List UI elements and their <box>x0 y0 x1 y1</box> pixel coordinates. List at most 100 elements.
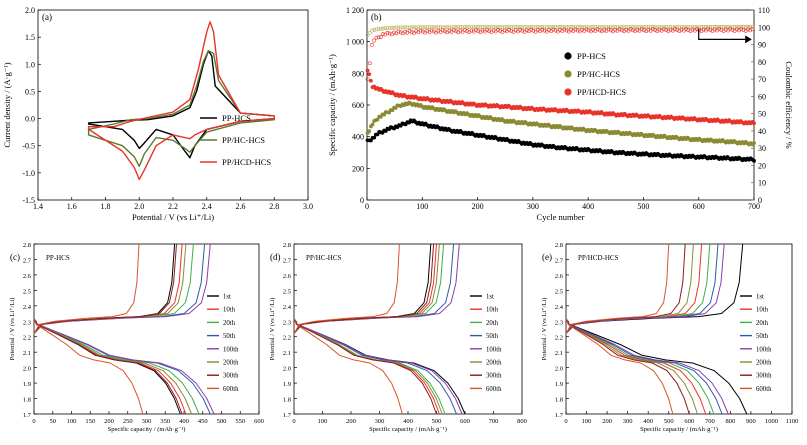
efficiency-point <box>704 25 708 29</box>
efficiency-point <box>726 24 730 29</box>
efficiency-point <box>613 27 618 32</box>
legend-label: 200th <box>756 360 772 367</box>
y-tick-label: 2.7 <box>555 257 564 264</box>
x-tick-label: 100 <box>67 418 77 425</box>
x-tick-label: 500 <box>637 202 649 211</box>
efficiency-point <box>670 25 675 29</box>
efficiency-point <box>650 25 655 29</box>
efficiency-point <box>370 28 374 33</box>
x-tick-label: 450 <box>198 418 208 425</box>
panel-title: PP/HCD-HCS <box>578 254 619 262</box>
efficiency-point <box>471 25 476 30</box>
x-tick-label: 1100 <box>786 418 799 425</box>
x-tick-label: 700 <box>748 202 760 211</box>
efficiency-point <box>436 29 441 33</box>
efficiency-point <box>438 25 443 30</box>
y-tick-label: 2.0 <box>25 6 35 15</box>
efficiency-point <box>445 25 450 30</box>
x-tick-label: 500 <box>217 418 227 425</box>
efficiency-point <box>553 28 558 33</box>
y-tick-label: 0 <box>360 196 364 205</box>
efficiency-point <box>688 25 693 29</box>
efficiency-point <box>443 29 447 34</box>
efficiency-point <box>476 29 481 33</box>
x-tick-label: 100 <box>416 202 428 211</box>
efficiency-point <box>496 28 500 32</box>
efficiency-point <box>600 25 604 29</box>
y-tick-label: 2.6 <box>283 273 292 280</box>
efficiency-point <box>502 28 507 33</box>
efficiency-point <box>648 25 653 29</box>
efficiency-point <box>482 25 487 30</box>
efficiency-point <box>456 25 461 30</box>
y-tick-label: -0.5 <box>22 142 35 151</box>
efficiency-point <box>365 33 370 38</box>
efficiency-point <box>569 28 573 32</box>
y-tick-label: 2.1 <box>283 350 291 357</box>
y2-axis-label: Coulombic efficiency / % <box>784 61 794 148</box>
efficiency-point <box>392 30 396 35</box>
legend-label: PP-HCS <box>577 51 606 61</box>
legend-label: 1st <box>486 294 494 301</box>
x-tick-label: 0 <box>292 418 295 425</box>
x-tick-label: 200 <box>104 418 114 425</box>
efficiency-point <box>389 26 394 30</box>
y2-tick-label: 80 <box>758 58 766 67</box>
y2-tick-label: 60 <box>758 92 766 101</box>
efficiency-point <box>573 27 578 32</box>
capacity-point <box>367 129 372 134</box>
efficiency-point <box>750 24 755 29</box>
x-tick-label: 2.4 <box>202 202 212 211</box>
capacity-point <box>752 121 756 126</box>
y-tick-label: 0.5 <box>25 87 35 96</box>
efficiency-point <box>604 25 609 29</box>
efficiency-point <box>626 25 631 29</box>
y-tick-label: 1.0 <box>25 60 35 69</box>
panel-d: 0 100 200 300 400 500 600 700 800 1.7 1.8 1.9 2.0 2.1… <box>269 242 527 433</box>
legend-label: 600th <box>486 386 502 393</box>
efficiency-point <box>595 27 600 32</box>
efficiency-point <box>493 25 498 30</box>
efficiency-point <box>436 25 441 30</box>
efficiency-point <box>741 27 746 32</box>
x-tick-label: 1.4 <box>33 202 43 211</box>
efficiency-point <box>551 27 556 32</box>
efficiency-point <box>712 27 717 32</box>
capacity-point <box>367 72 372 77</box>
efficiency-point <box>447 25 452 30</box>
efficiency-point <box>487 29 492 33</box>
y-tick-label: 2.2 <box>283 335 291 342</box>
y-tick-label: 1.8 <box>555 397 563 404</box>
efficiency-point <box>628 25 633 29</box>
y-tick-label: 2.7 <box>283 257 292 264</box>
efficiency-point <box>381 26 385 31</box>
series-line <box>87 50 275 167</box>
efficiency-point <box>485 28 489 32</box>
capacity-point <box>372 135 377 140</box>
legend-label: 50th <box>486 333 499 340</box>
discharge-curve <box>293 317 437 415</box>
series-line <box>87 21 275 181</box>
y2-tick-label: 40 <box>758 127 766 136</box>
y-tick-label: 200 <box>352 164 364 173</box>
capacity-point <box>375 117 380 122</box>
efficiency-point <box>551 25 556 29</box>
y-tick-label: 2.4 <box>283 304 292 311</box>
efficiency-point <box>668 25 673 29</box>
panel-a: 1.4 1.6 1.8 2.0 2.2 2.4 2.6 2.8 3.0 -1.5 -1.0 -0.5 0… <box>2 6 313 222</box>
efficiency-point <box>409 25 414 30</box>
x-tick-label: 700 <box>489 418 499 425</box>
y-tick-label: 2.4 <box>555 304 564 311</box>
efficiency-point <box>498 29 503 33</box>
plot-frame <box>37 9 309 201</box>
discharge-curve <box>565 318 674 415</box>
efficiency-point <box>675 28 680 33</box>
efficiency-point <box>668 27 673 32</box>
legend-label: 1st <box>756 294 764 301</box>
discharge-curve <box>33 317 183 415</box>
legend-label: 100th <box>486 346 502 353</box>
efficiency-point <box>692 25 697 29</box>
plot-frame <box>565 243 793 415</box>
efficiency-point <box>750 26 755 31</box>
efficiency-point <box>454 25 458 30</box>
